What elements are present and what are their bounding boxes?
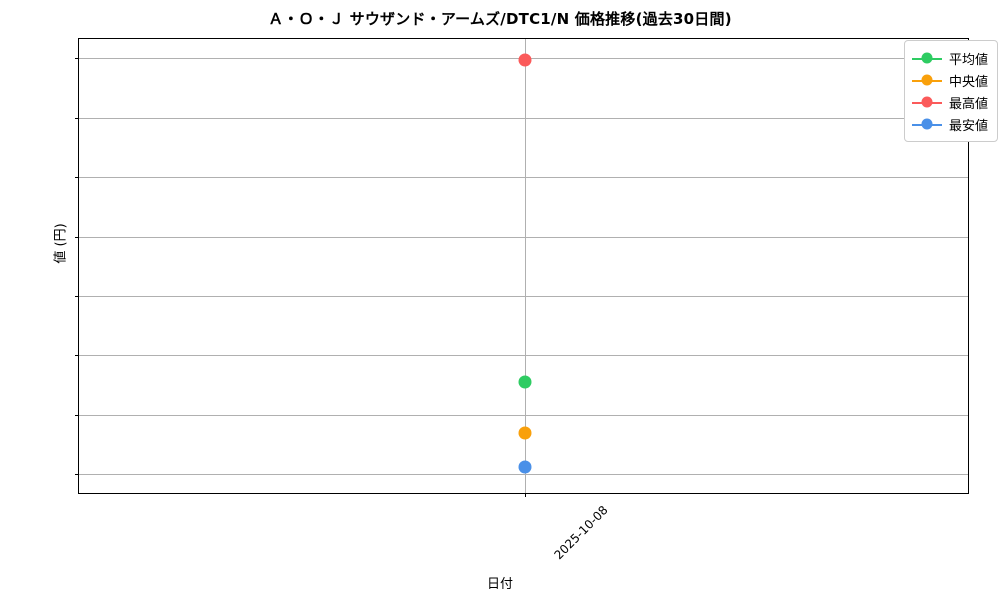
y-axis-label: 値 (円) (53, 223, 69, 264)
gridline (79, 117, 968, 119)
y-tick-mark (75, 177, 79, 179)
legend-marker-icon (911, 96, 942, 109)
legend-label: 中央値 (948, 74, 988, 90)
gridline (79, 177, 968, 179)
legend-marker-icon (911, 118, 942, 131)
data-point-marker (518, 375, 531, 389)
x-tick-mark (524, 493, 526, 497)
legend-label: 最高値 (948, 96, 988, 112)
gridline (79, 414, 968, 416)
x-tick-label: 2025-10-08 (550, 503, 611, 563)
x-axis-label: 日付 (486, 577, 513, 592)
plot-area: 0200400600800100012001400 2025-10-08 値 (… (54, 38, 969, 562)
legend-entry[interactable]: 最安値 (911, 113, 988, 135)
gridline (524, 39, 526, 493)
y-tick-mark (75, 355, 79, 357)
y-tick-mark (75, 236, 79, 238)
gridline (79, 355, 968, 357)
legend-label: 平均値 (948, 52, 988, 68)
legend-marker-icon (911, 74, 942, 87)
gridline (79, 295, 968, 297)
legend-entry[interactable]: 最高値 (911, 91, 988, 113)
gridline (79, 474, 968, 476)
chart-title: Ａ・Ｏ・Ｊ サウザンド・アームズ/DTC1/N 価格推移(過去30日間) (268, 10, 732, 28)
y-tick-mark (75, 58, 79, 60)
data-point-marker (518, 426, 531, 440)
legend-entry[interactable]: 平均値 (911, 47, 988, 69)
y-tick-mark (75, 474, 79, 476)
gridline (79, 236, 968, 238)
y-tick-mark (75, 117, 79, 119)
y-tick-mark (75, 414, 79, 416)
data-point-marker (518, 460, 531, 474)
legend-marker-icon (911, 52, 942, 65)
data-point-marker (518, 53, 531, 67)
legend-label: 最安値 (948, 118, 988, 134)
legend-entry[interactable]: 中央値 (911, 69, 988, 91)
chart-legend: 平均値中央値最高値最安値 (903, 40, 998, 142)
y-tick-mark (75, 295, 79, 297)
